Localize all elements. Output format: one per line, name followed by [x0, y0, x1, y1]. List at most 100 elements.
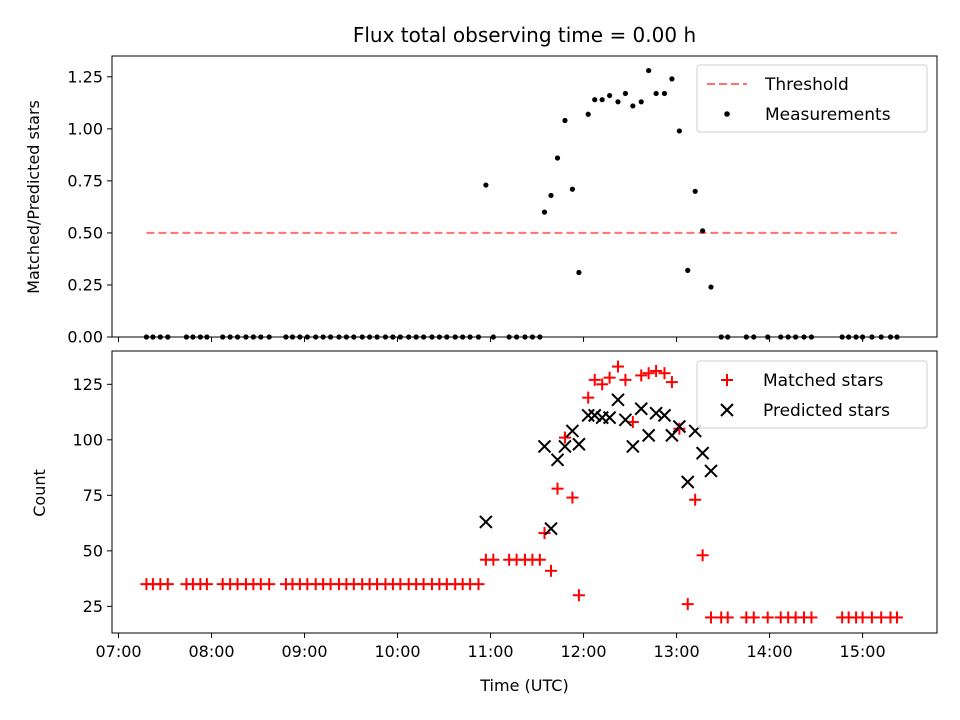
- matched-star-point: [551, 482, 564, 495]
- matched-star-point: [673, 422, 686, 435]
- matched-star-point: [161, 578, 174, 591]
- matched-star-point: [665, 376, 678, 389]
- legend-measurements-label: Measurements: [765, 105, 891, 125]
- bottom-legend-box: [696, 360, 928, 429]
- predicted-star-point: [665, 428, 679, 443]
- predicted-star-point: [558, 439, 572, 454]
- top-y-tick-label: 0.25: [67, 275, 103, 294]
- measurement-point: [676, 128, 682, 134]
- predicted-star-point: [704, 464, 718, 478]
- predicted-star-point: [634, 402, 648, 416]
- predicted-star-point: [626, 439, 640, 454]
- legend-measurements-swatch: [724, 111, 730, 117]
- matched-star-point: [642, 367, 655, 380]
- top-y-axis: 0.00 0.25 0.50 0.75 1.00 1.25: [67, 67, 112, 347]
- measurement-point: [562, 117, 568, 124]
- legend-matched-label: Matched stars: [763, 371, 883, 391]
- predicted-star-point: [479, 515, 493, 529]
- matched-star-point: [747, 611, 760, 624]
- x-tick-label: 12:00: [561, 642, 607, 661]
- measurement-point: [661, 90, 668, 97]
- bottom-panel-marks: [140, 360, 904, 624]
- bottom-panel: 25 50 75 100 125 07:00 08:00 09:00 10:00 11:00 12…: [30, 350, 938, 695]
- top-y-tick-label: 1.25: [67, 67, 103, 86]
- measurement-point: [576, 269, 582, 276]
- matched-star-point: [572, 589, 585, 602]
- matched-star-point: [582, 391, 595, 404]
- predicted-star-point: [611, 393, 625, 407]
- x-axis-label: Time (UTC): [479, 676, 568, 695]
- predicted-star-point: [572, 437, 586, 451]
- matched-star-point: [721, 611, 734, 624]
- chart-title: Flux total observing time = 0.00 h: [353, 23, 696, 47]
- top-y-tick-label: 1.00: [67, 119, 103, 138]
- matched-star-point: [538, 527, 551, 540]
- top-y-tick-label: 0.75: [67, 171, 103, 190]
- measurement-point: [541, 209, 548, 215]
- matched-star-point: [533, 553, 546, 566]
- predicted-star-point: [681, 475, 695, 489]
- top-legend-box: [696, 64, 928, 133]
- matched-star-point: [696, 549, 709, 562]
- measurement-point: [653, 90, 659, 97]
- matched-star-point: [545, 564, 558, 577]
- matched-star-point: [681, 598, 694, 611]
- predicted-star-point: [544, 521, 558, 536]
- x-tick-label: 14:00: [747, 642, 793, 661]
- predicted-star-point: [695, 446, 710, 460]
- measurement-point: [592, 97, 598, 103]
- bottom-y-axis-label: Count: [30, 469, 49, 517]
- matched-star-point: [472, 578, 485, 591]
- x-tick-label: 09:00: [281, 642, 327, 661]
- matched-star-point: [596, 378, 609, 391]
- matched-star-point: [650, 364, 663, 377]
- measurement-point: [483, 182, 489, 188]
- matched-star-point: [658, 367, 671, 380]
- bottom-y-tick-label: 100: [72, 430, 103, 449]
- measurement-point: [569, 186, 576, 192]
- x-tick-label: 13:00: [654, 642, 700, 661]
- top-y-tick-label: 0.00: [67, 328, 103, 347]
- top-y-tick-label: 0.50: [67, 223, 103, 242]
- matched-star-point: [566, 491, 579, 504]
- matched-star-point: [487, 553, 500, 566]
- predicted-star-point: [602, 410, 617, 425]
- top-panel-frame: [111, 55, 938, 338]
- legend-matched-swatch: [721, 374, 733, 386]
- measurement-point: [685, 267, 691, 273]
- matched-star-point: [761, 611, 774, 624]
- predicted-star-point: [657, 408, 672, 423]
- measurement-point: [585, 111, 591, 117]
- measurement-point: [669, 76, 675, 82]
- measurement-point: [622, 90, 629, 97]
- measurement-point: [646, 67, 652, 74]
- measurement-point: [708, 284, 714, 290]
- top-panel: 0.00 0.25 0.50 0.75 1.00 1.25 Matched/Predict…: [24, 55, 938, 347]
- x-tick-label: 15:00: [840, 642, 886, 661]
- predicted-star-point: [672, 419, 687, 434]
- top-y-axis-label: Matched/Predicted stars: [24, 100, 43, 294]
- legend-predicted-swatch: [720, 403, 734, 417]
- matched-star-point: [635, 369, 648, 382]
- measurement-point: [548, 192, 554, 199]
- matched-star-point: [805, 611, 818, 624]
- bottom-panel-frame: [111, 350, 938, 634]
- measurement-point: [638, 99, 644, 105]
- measurement-point: [630, 103, 636, 109]
- matched-star-point: [588, 373, 601, 386]
- matched-star-point: [558, 431, 571, 444]
- measurement-point: [554, 155, 561, 161]
- legend-predicted-label: Predicted stars: [763, 401, 890, 421]
- matched-star-point: [891, 611, 904, 624]
- measurement-point: [700, 228, 706, 234]
- matched-star-point: [689, 493, 702, 506]
- predicted-star-point: [588, 408, 602, 423]
- bottom-y-tick-label: 25: [83, 597, 103, 616]
- matched-star-point: [704, 611, 717, 624]
- bottom-y-axis: 25 50 75 100 125: [72, 375, 112, 616]
- matched-star-point: [603, 371, 616, 384]
- legend-threshold-label: Threshold: [764, 75, 849, 95]
- predicted-star-point: [537, 439, 552, 454]
- predicted-star-point: [618, 413, 633, 427]
